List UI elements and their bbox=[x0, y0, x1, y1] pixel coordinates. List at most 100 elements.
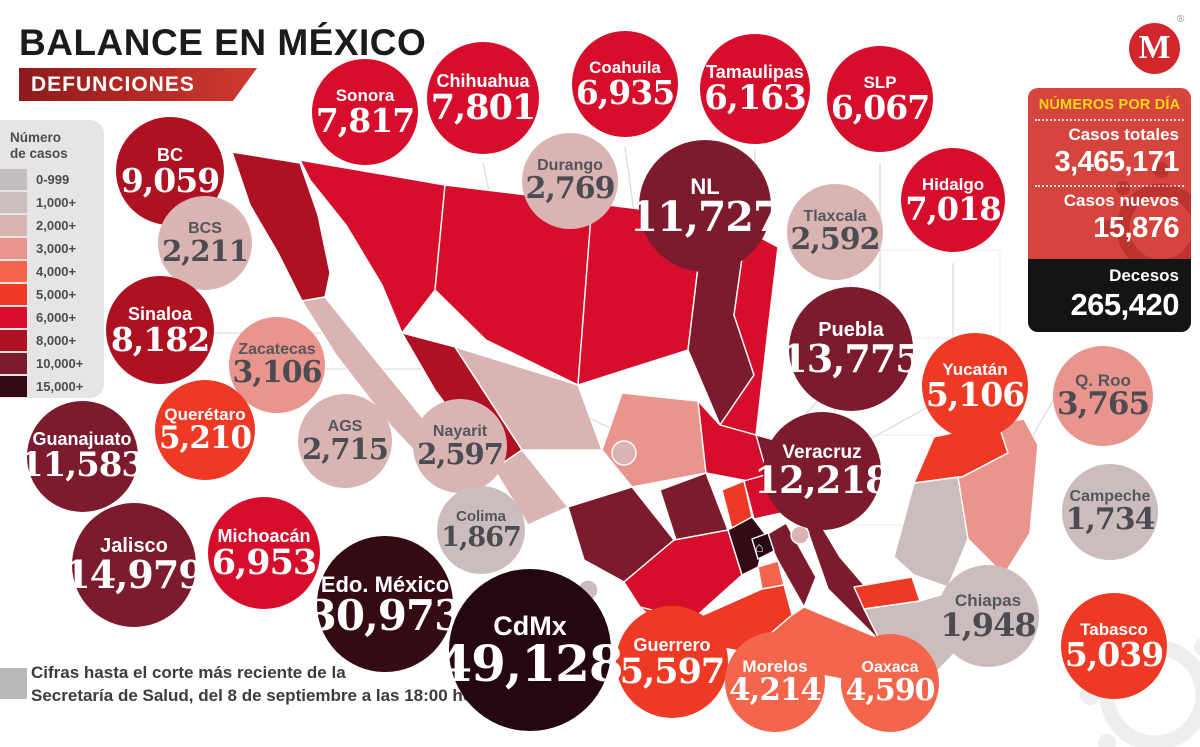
bubble-state-label: Guanajuato bbox=[32, 429, 132, 450]
bubble-state-label: Chihuahua bbox=[436, 70, 530, 91]
bubble-value: 30,973 bbox=[307, 590, 464, 640]
bubble-value: 6,163 bbox=[704, 78, 806, 119]
stat-decesos: Decesos 265,420 bbox=[1028, 259, 1191, 332]
bubble-ver: Veracruz 12,218 bbox=[754, 412, 891, 530]
bubble-col: Colima 1,867 bbox=[437, 486, 525, 574]
panel-separator bbox=[1035, 119, 1184, 121]
bubble-hgo: Hidalgo 7,018 bbox=[901, 148, 1005, 252]
bubble-state-label: Colima bbox=[455, 508, 506, 526]
legend-label: 1,000+ bbox=[36, 195, 77, 210]
stat-label: Decesos bbox=[1109, 266, 1179, 285]
bubble-gto: Guanajuato 11,583 bbox=[20, 400, 145, 512]
legend-swatch bbox=[0, 169, 27, 190]
bubble-state-label: BCS bbox=[188, 219, 222, 237]
bubble-state-label: BC bbox=[157, 144, 183, 165]
bubble-mic: Michoacán 6,953 bbox=[208, 497, 320, 609]
bubble-state-label: Durango bbox=[537, 157, 603, 175]
legend-title-line1: Número bbox=[10, 130, 62, 145]
legend-label: 0-999 bbox=[36, 172, 70, 187]
bubble-son: Sonora 7,817 bbox=[312, 59, 418, 165]
bubble-state-label: Tlaxcala bbox=[803, 208, 867, 226]
legend-swatch bbox=[0, 215, 27, 236]
footnote: Cifras hasta el corte más reciente de la… bbox=[31, 661, 499, 707]
legend-title-line2: de casos bbox=[10, 146, 68, 161]
state-tla bbox=[790, 525, 810, 545]
bubble-state-label: Tabasco bbox=[1080, 620, 1148, 640]
legend-swatch bbox=[0, 353, 27, 374]
bubble-value: 11,583 bbox=[19, 445, 145, 486]
stat-value: 15,876 bbox=[1093, 212, 1179, 244]
bubble-qroo: Q. Roo 3,765 bbox=[1053, 346, 1153, 446]
bubble-value: 2,597 bbox=[417, 436, 504, 471]
bubble-state-label: Oaxaca bbox=[861, 659, 919, 677]
bubble-mor: Morelos 4,214 bbox=[725, 632, 825, 732]
bubble-cam: Campeche 1,734 bbox=[1062, 464, 1158, 560]
milenio-logo-letter: M bbox=[1138, 28, 1171, 66]
bubble-value: 11,727 bbox=[629, 193, 782, 242]
stat-casos-totales: Casos totales 3,465,171 bbox=[1028, 125, 1191, 179]
ribbon-label: DEFUNCIONES bbox=[31, 72, 195, 96]
bubble-state-label: CdMx bbox=[493, 611, 567, 642]
legend-label: 10,000+ bbox=[36, 356, 84, 371]
legend-title: Número de casos bbox=[0, 120, 104, 168]
bubble-state-label: Campeche bbox=[1069, 488, 1151, 506]
bubble-state-label: Zacatecas bbox=[238, 341, 316, 359]
state-qroo bbox=[957, 418, 1039, 576]
bubble-value: 5,597 bbox=[619, 650, 726, 692]
bubble-value: 7,801 bbox=[430, 86, 537, 128]
panel-separator bbox=[1035, 185, 1184, 187]
legend-swatch bbox=[0, 238, 27, 259]
stat-label: Casos totales bbox=[1068, 125, 1179, 144]
bubble-value: 13,775 bbox=[781, 336, 921, 382]
bubble-value: 4,214 bbox=[728, 672, 822, 709]
bubble-value: 14,979 bbox=[64, 552, 204, 598]
state-gto bbox=[659, 472, 729, 541]
bubble-chh: Chihuahua 7,801 bbox=[427, 42, 539, 154]
bubble-bcs: BCS 2,211 bbox=[158, 196, 252, 290]
bubble-pue: Puebla 13,775 bbox=[781, 287, 922, 411]
bubble-yuc: Yucatán 5,106 bbox=[922, 333, 1028, 439]
bubble-mex: Edo. México 30,973 bbox=[308, 536, 463, 672]
legend-label: 15,000+ bbox=[36, 379, 84, 394]
bubble-sin: Sinaloa 8,182 bbox=[106, 276, 214, 384]
stat-value: 3,465,171 bbox=[1054, 146, 1179, 178]
bubble-state-label: Chiapas bbox=[954, 590, 1022, 610]
bubble-state-label: Querétaro bbox=[164, 405, 246, 425]
bubble-value: 5,039 bbox=[1064, 635, 1164, 675]
bubble-value: 2,211 bbox=[162, 233, 249, 268]
bubble-value: 5,106 bbox=[925, 375, 1025, 415]
legend-swatch bbox=[0, 330, 27, 351]
bubble-nay: Nayarit 2,597 bbox=[413, 399, 507, 493]
bubble-state-label: Yucatán bbox=[942, 360, 1008, 380]
legend-row: 15,000+ bbox=[0, 375, 104, 398]
state-cam bbox=[893, 476, 969, 588]
legend-row: 1,000+ bbox=[0, 191, 104, 214]
legend-swatch bbox=[0, 284, 27, 305]
page-title-light: BALANCE EN bbox=[19, 22, 278, 63]
bubble-value: 2,715 bbox=[302, 431, 389, 466]
legend-row: 6,000+ bbox=[0, 306, 104, 329]
legend-label: 2,000+ bbox=[36, 218, 77, 233]
bubble-value: 4,590 bbox=[845, 673, 936, 709]
bubble-value: 1,867 bbox=[441, 522, 522, 554]
footnote-swatch bbox=[0, 668, 27, 699]
panel-title: NÚMEROS POR DÍA bbox=[1038, 97, 1181, 113]
daily-numbers-panel: NÚMEROS POR DÍA Casos totales 3,465,171 … bbox=[1028, 88, 1191, 332]
bubble-value: 7,817 bbox=[315, 101, 415, 141]
defunciones-ribbon: DEFUNCIONES bbox=[19, 68, 257, 101]
bubble-state-label: AGS bbox=[327, 417, 363, 435]
stat-casos-nuevos: Casos nuevos 15,876 bbox=[1028, 191, 1191, 245]
bubble-state-label: NL bbox=[690, 173, 720, 199]
bubble-tla: Tlaxcala 2,592 bbox=[787, 184, 883, 280]
bubble-state-label: Hidalgo bbox=[921, 174, 985, 194]
legend-label: 3,000+ bbox=[36, 241, 77, 256]
legend-panel: Número de casos 0-999 1,000+ 2,000+ 3,000+ 4… bbox=[0, 120, 104, 398]
bubble-state-label: Puebla bbox=[818, 319, 884, 342]
bubble-coa: Coahuila 6,935 bbox=[572, 31, 678, 137]
bubble-state-label: Nayarit bbox=[432, 422, 488, 440]
bubble-value: 49,128 bbox=[437, 634, 623, 694]
bubble-oax: Oaxaca 4,590 bbox=[841, 634, 939, 732]
state-pue bbox=[765, 522, 817, 608]
page-title-bold: MÉXICO bbox=[277, 22, 427, 63]
